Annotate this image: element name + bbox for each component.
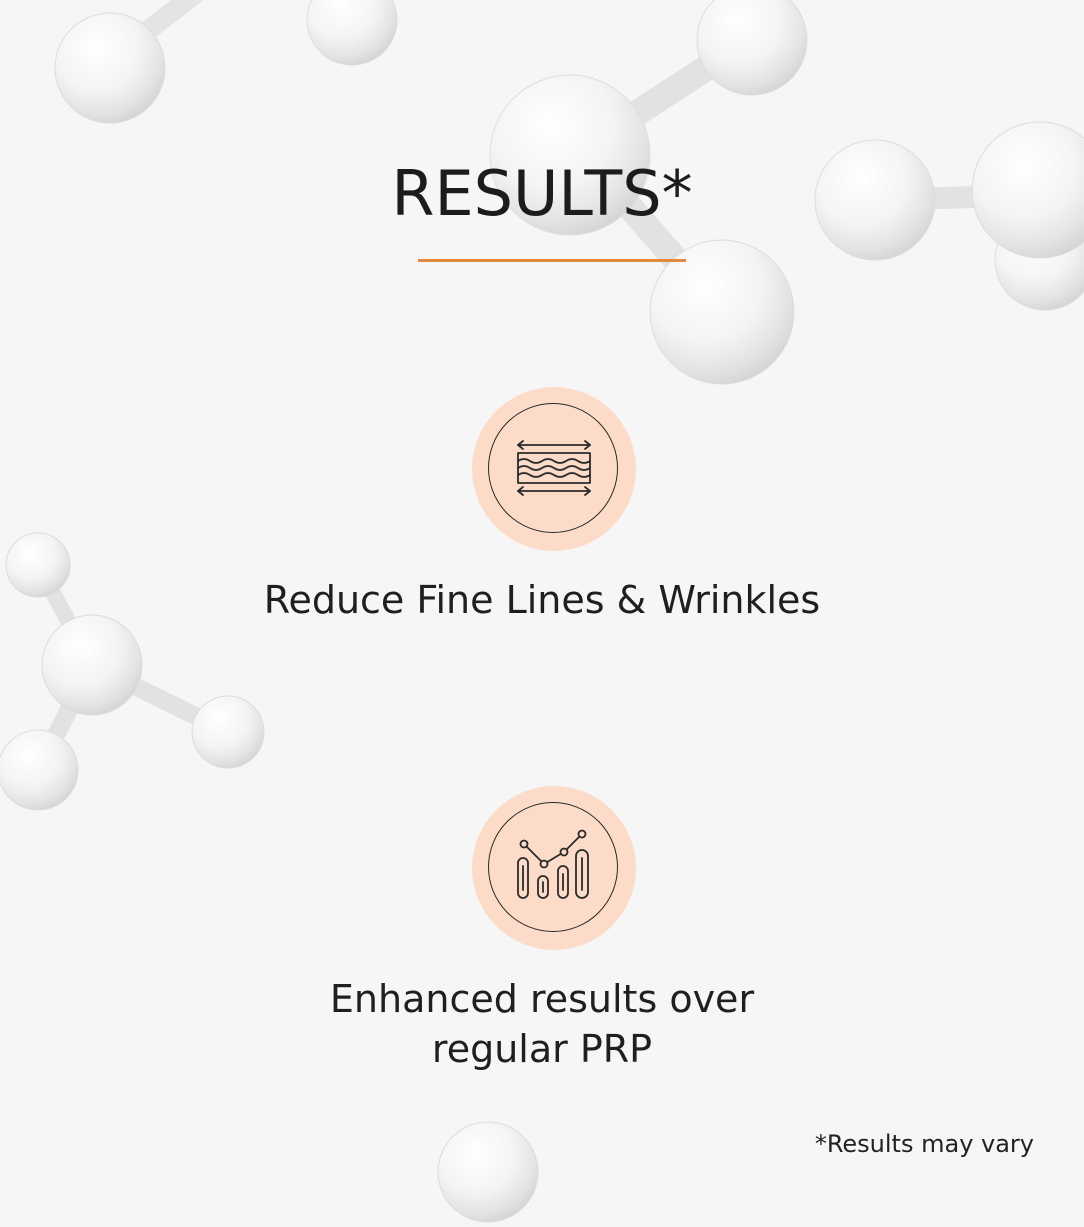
benefit-badge-prp: [472, 786, 636, 950]
results-disclaimer: *Results may vary: [814, 1130, 1034, 1158]
badge-ring: [488, 802, 618, 932]
benefit-badge-wrinkles: [472, 387, 636, 551]
growth-chart-icon: [517, 829, 589, 899]
molecule-right: [814, 121, 1084, 311]
badge-ring: [488, 403, 618, 533]
section-title: RESULTS*: [391, 157, 693, 230]
title-underline: [418, 259, 686, 262]
molecule-top-right: [489, 0, 808, 385]
molecule-left: [0, 532, 265, 811]
molecule-bottom: [437, 1121, 539, 1223]
benefit-label-wrinkles: Reduce Fine Lines & Wrinkles: [263, 578, 821, 622]
benefit-label-prp-line2: regular PRP: [431, 1027, 653, 1071]
benefit-label-prp-line1: Enhanced results over: [329, 977, 755, 1021]
wrinkle-lines-icon: [517, 440, 591, 496]
molecule-top-left: [54, 0, 398, 124]
